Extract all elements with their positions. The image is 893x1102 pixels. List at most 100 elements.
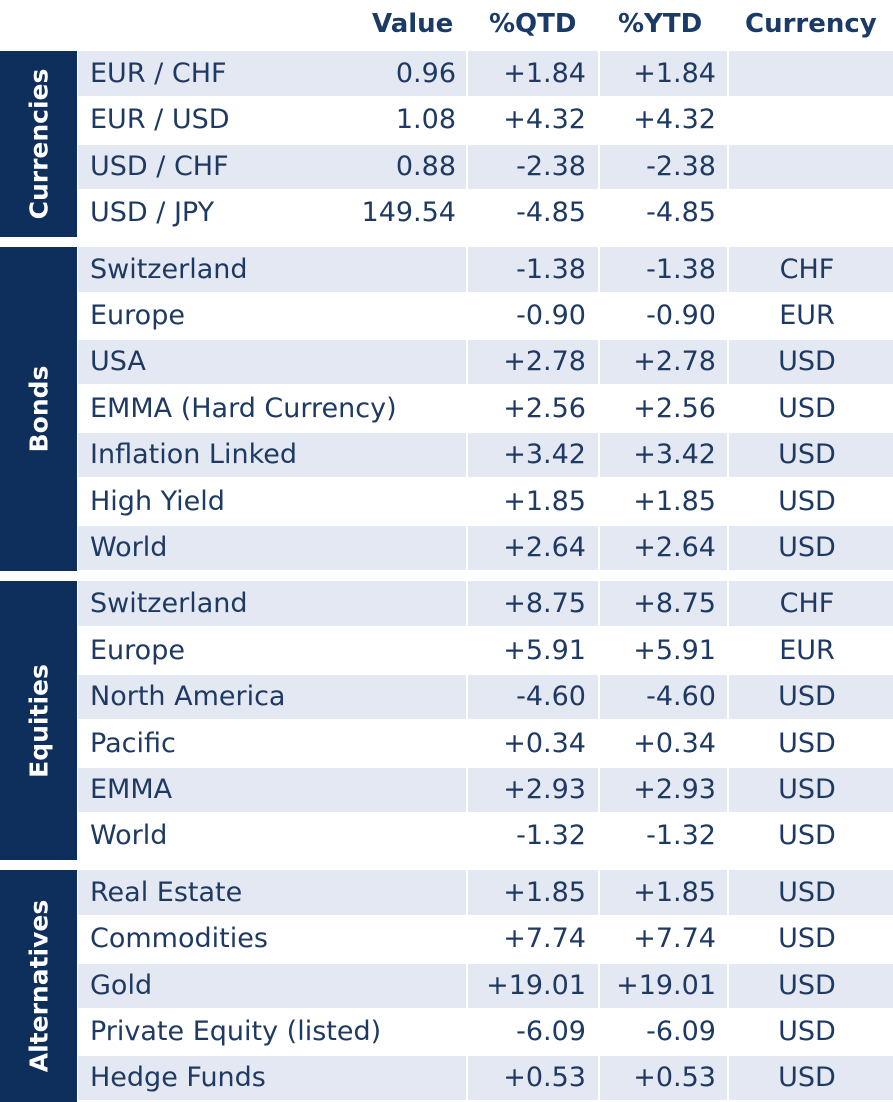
currency-cell: USD [778,923,836,955]
currency-cell: USD [778,727,836,759]
value-cell [300,581,456,626]
group-label-currencies: Currencies [0,51,77,237]
column-separator [466,246,468,572]
table-row [78,525,893,570]
ytd-cell: +1.85 [633,876,716,908]
ytd-cell: +0.34 [633,727,716,759]
header-qtd: %QTD [489,9,577,39]
row-separator [78,96,893,99]
qtd-cell: +19.01 [486,969,586,1001]
row-label: Europe [90,300,185,331]
ytd-cell: +2.64 [633,532,716,563]
table-row [78,674,893,720]
value-cell [300,339,456,384]
qtd-cell: +0.34 [503,727,586,759]
row-label: Commodities [90,923,268,955]
row-separator [78,384,893,387]
qtd-cell: -0.90 [516,300,586,331]
row-label: USD / JPY [90,197,215,229]
currency-cell: EUR [779,300,835,331]
currency-cell [732,97,882,142]
qtd-cell: +8.75 [503,588,586,620]
ytd-cell: +2.93 [633,774,716,805]
row-separator [78,142,893,145]
ytd-cell: +1.85 [633,485,716,517]
value-cell [300,916,456,961]
row-label: World [90,532,168,563]
row-label: High Yield [90,485,225,517]
value-cell [300,1009,456,1054]
row-label: Gold [90,969,153,1001]
qtd-cell: +3.42 [503,439,586,471]
currency-cell: USD [778,774,836,805]
qtd-cell: +2.93 [503,774,586,805]
currency-cell: USD [778,876,836,908]
row-separator [78,524,893,526]
column-separator [598,869,600,1102]
row-separator [78,812,893,815]
table-row [78,51,893,96]
row-separator [78,961,893,964]
row-label: EUR / USD [90,104,230,136]
group-label-bonds: Bonds [0,246,77,572]
row-separator [78,1008,893,1010]
row-separator [78,477,893,480]
table-row [78,143,893,189]
table-row [78,339,893,385]
ytd-cell: -1.32 [646,820,716,852]
currency-cell: USD [778,392,836,424]
currency-cell: USD [778,969,836,1001]
value-cell [300,767,456,812]
ytd-cell: +8.75 [633,588,716,620]
ytd-cell: +1.84 [633,58,716,89]
qtd-cell: +1.85 [503,876,586,908]
table-row [78,767,893,812]
currency-cell [732,51,882,96]
value-cell: 149.54 [361,197,456,229]
table-row [78,246,893,292]
column-separator [727,581,729,860]
value-cell [300,1055,456,1100]
ytd-cell: +5.91 [633,634,716,666]
row-label: Switzerland [90,253,248,285]
qtd-cell: -4.60 [516,681,586,713]
row-label: EUR / CHF [90,58,227,89]
column-separator [466,869,468,1102]
value-cell: 0.96 [395,58,456,89]
qtd-cell: -1.38 [516,253,586,285]
table-row [78,869,893,915]
ytd-cell: -2.38 [646,150,716,182]
group-label-text: Bonds [24,365,53,453]
column-separator [466,581,468,860]
row-label: USD / CHF [90,150,229,182]
ytd-cell: -4.60 [646,681,716,713]
qtd-cell: +2.64 [503,532,586,563]
row-label: EMMA (Hard Currency) [90,392,397,424]
value-cell [300,963,456,1008]
row-separator [78,719,893,722]
currency-cell: USD [778,1016,836,1047]
ytd-cell: +2.78 [633,346,716,378]
row-separator [78,338,893,341]
currency-cell: USD [778,532,836,563]
qtd-cell: -1.32 [516,820,586,852]
group-label-text: Currencies [24,68,53,220]
row-separator [78,766,893,768]
row-separator [78,915,893,918]
currency-cell: USD [778,681,836,713]
row-separator [78,431,893,434]
ytd-cell: +2.56 [633,392,716,424]
currency-cell: USD [778,820,836,852]
qtd-cell: -6.09 [516,1016,586,1047]
value-cell: 1.08 [395,104,456,136]
ytd-cell: +4.32 [633,104,716,136]
table-row [78,581,893,627]
value-cell: 0.88 [395,150,456,182]
currency-cell: USD [778,439,836,471]
value-cell [300,721,456,766]
header-ytd: %YTD [618,9,703,39]
value-cell [300,432,456,477]
row-label: North America [90,681,286,713]
qtd-cell: +1.85 [503,485,586,517]
